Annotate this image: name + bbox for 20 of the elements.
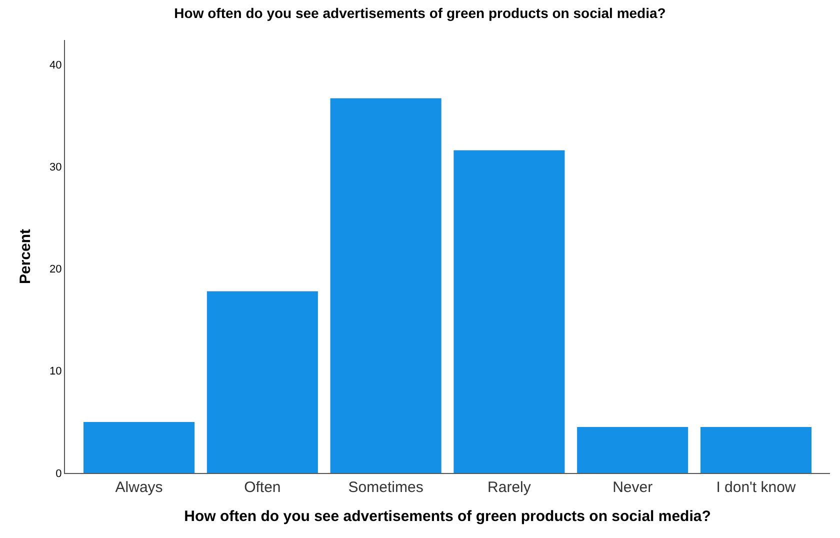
x-tick-label: I don't know bbox=[716, 479, 796, 496]
y-tick-label: 30 bbox=[50, 161, 62, 174]
bar bbox=[454, 150, 565, 473]
y-tick-label: 0 bbox=[56, 468, 62, 480]
x-tick-label: Never bbox=[612, 479, 653, 496]
bar bbox=[577, 427, 688, 473]
x-tick-label: Sometimes bbox=[348, 479, 424, 496]
y-tick-label: 10 bbox=[50, 366, 62, 378]
bar bbox=[330, 98, 442, 473]
y-axis-title: Percent bbox=[16, 228, 34, 284]
bar bbox=[700, 427, 812, 473]
x-axis-title: How often do you see advertisements of green products on social media? bbox=[184, 508, 711, 525]
y-tick-label: 20 bbox=[50, 264, 62, 276]
x-tick-label: Always bbox=[115, 479, 163, 496]
bar bbox=[206, 291, 318, 473]
chart-title: How often do you see advertisements of green products on social media? bbox=[174, 4, 666, 21]
y-tick-label: 40 bbox=[50, 59, 62, 72]
x-tick-label: Often bbox=[244, 479, 281, 496]
bar bbox=[84, 422, 195, 473]
x-tick-label: Rarely bbox=[488, 479, 532, 496]
